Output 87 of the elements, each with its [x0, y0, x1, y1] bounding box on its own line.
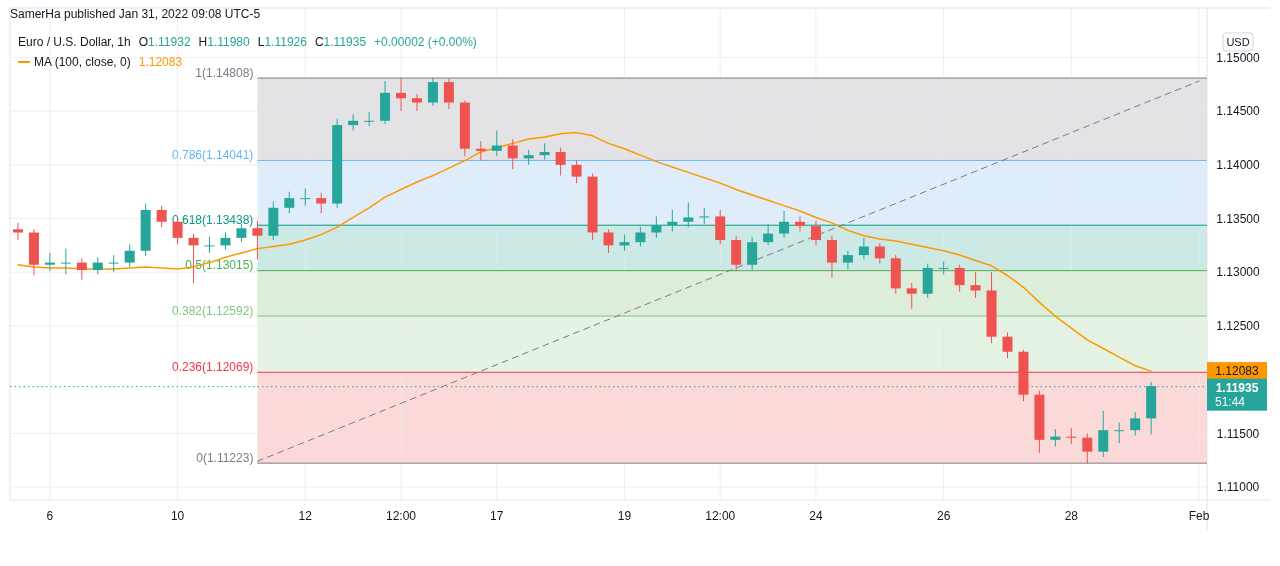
y-tick-label: 1.13000	[1216, 265, 1261, 280]
candlestick	[443, 78, 454, 110]
candlestick	[603, 228, 614, 254]
y-tick-label: 1.12500	[1216, 319, 1261, 334]
candlestick	[954, 264, 965, 293]
candlestick	[108, 254, 119, 273]
annotation: C1.11935	[314, 35, 367, 49]
candlestick	[427, 77, 438, 107]
x-tick-label: 26	[936, 509, 951, 523]
candlestick	[699, 207, 710, 225]
candlestick	[635, 226, 646, 247]
candlestick	[491, 129, 502, 157]
candlestick	[810, 220, 821, 246]
x-tick-label: 12	[298, 509, 313, 523]
y-tick-label: 1.11000	[1216, 480, 1260, 495]
candlestick	[651, 215, 662, 239]
x-tick-label: 17	[490, 509, 504, 523]
candlestick	[204, 236, 215, 254]
candlestick	[667, 209, 678, 232]
candlestick	[571, 160, 582, 184]
candlestick	[763, 223, 774, 246]
line-series	[17, 131, 1152, 372]
x-tick-label: Feb	[1188, 509, 1210, 523]
x-tick-label: 6	[46, 509, 54, 523]
text: 1.12083	[1215, 364, 1259, 379]
candlestick	[300, 187, 311, 207]
ref-line-label: 1.11935	[1215, 380, 1259, 395]
candlestick	[124, 243, 135, 268]
y-tick-label: 1.14500	[1216, 104, 1261, 119]
candlestick	[906, 282, 917, 310]
candlestick	[826, 235, 837, 279]
annotation: 1.12083	[138, 55, 183, 69]
candlestick	[1114, 422, 1125, 444]
candlestick	[252, 220, 263, 260]
candlestick	[970, 271, 981, 299]
candlestick	[779, 210, 790, 239]
candlestick	[475, 140, 486, 162]
candlestick	[874, 242, 885, 265]
x-tick-label: 28	[1064, 509, 1079, 523]
ref-line-label: 0.382(1.12592)	[171, 303, 254, 318]
candlestick	[795, 215, 806, 232]
x-tick-label: 12:00	[705, 509, 736, 523]
annotation: +0.00002 (+0.00%)	[374, 35, 477, 49]
candlestick	[76, 257, 87, 281]
candlestick	[284, 191, 295, 214]
annotation: H1.11980	[198, 35, 251, 49]
annotation: L1.11926	[257, 35, 308, 49]
candlestick	[348, 113, 359, 131]
candlestick	[747, 236, 758, 271]
y-tick-label: 1.15000	[1216, 50, 1261, 65]
candlestick	[555, 147, 566, 177]
candlestick	[683, 201, 694, 228]
candlestick	[1066, 427, 1077, 445]
candlestick	[1002, 331, 1013, 359]
ref-line-label: 0.236(1.12069)	[171, 360, 254, 375]
candlestick	[396, 77, 407, 112]
candlestick	[156, 205, 167, 228]
candlestick	[316, 192, 327, 214]
candlestick	[12, 222, 23, 241]
ref-line-label: 0.618(1.13438)	[171, 213, 254, 228]
text: 51:44	[1215, 394, 1246, 409]
candlestick	[715, 209, 726, 245]
candlestick	[842, 250, 853, 270]
ref-line-label: 0.786(1.14041)	[171, 148, 254, 163]
x-tick-label: 10	[170, 509, 185, 523]
y-axis-title: USD	[1226, 35, 1250, 48]
annotation: SamerHa published Jan 31, 2022 09:08 UTC-5	[10, 7, 261, 21]
y-tick-label: 1.11500	[1216, 426, 1260, 441]
text: Euro / U.S. Dollar, 1h	[18, 35, 131, 49]
candlestick	[858, 237, 869, 260]
legend-label: MA (100, close, 0)	[34, 55, 131, 69]
y-tick-label: 1.14000	[1216, 158, 1261, 173]
candlestick	[1130, 411, 1141, 437]
candlestick	[1098, 410, 1109, 458]
x-tick-label: 24	[809, 509, 823, 523]
candlestick	[411, 93, 422, 112]
candlestick	[507, 138, 518, 170]
ref-line-label: 1(1.14808)	[195, 65, 254, 80]
candlestick	[60, 248, 71, 275]
ref-line-label: 0(1.11223)	[196, 450, 254, 465]
y-tick-label: 1.13500	[1216, 211, 1261, 226]
x-tick-label: 19	[617, 509, 632, 523]
candlestick	[44, 252, 55, 272]
candlestick	[1082, 432, 1093, 464]
candlestick	[364, 111, 375, 127]
annotation: O1.11932	[138, 35, 191, 49]
x-tick-label: 12:00	[386, 509, 417, 523]
